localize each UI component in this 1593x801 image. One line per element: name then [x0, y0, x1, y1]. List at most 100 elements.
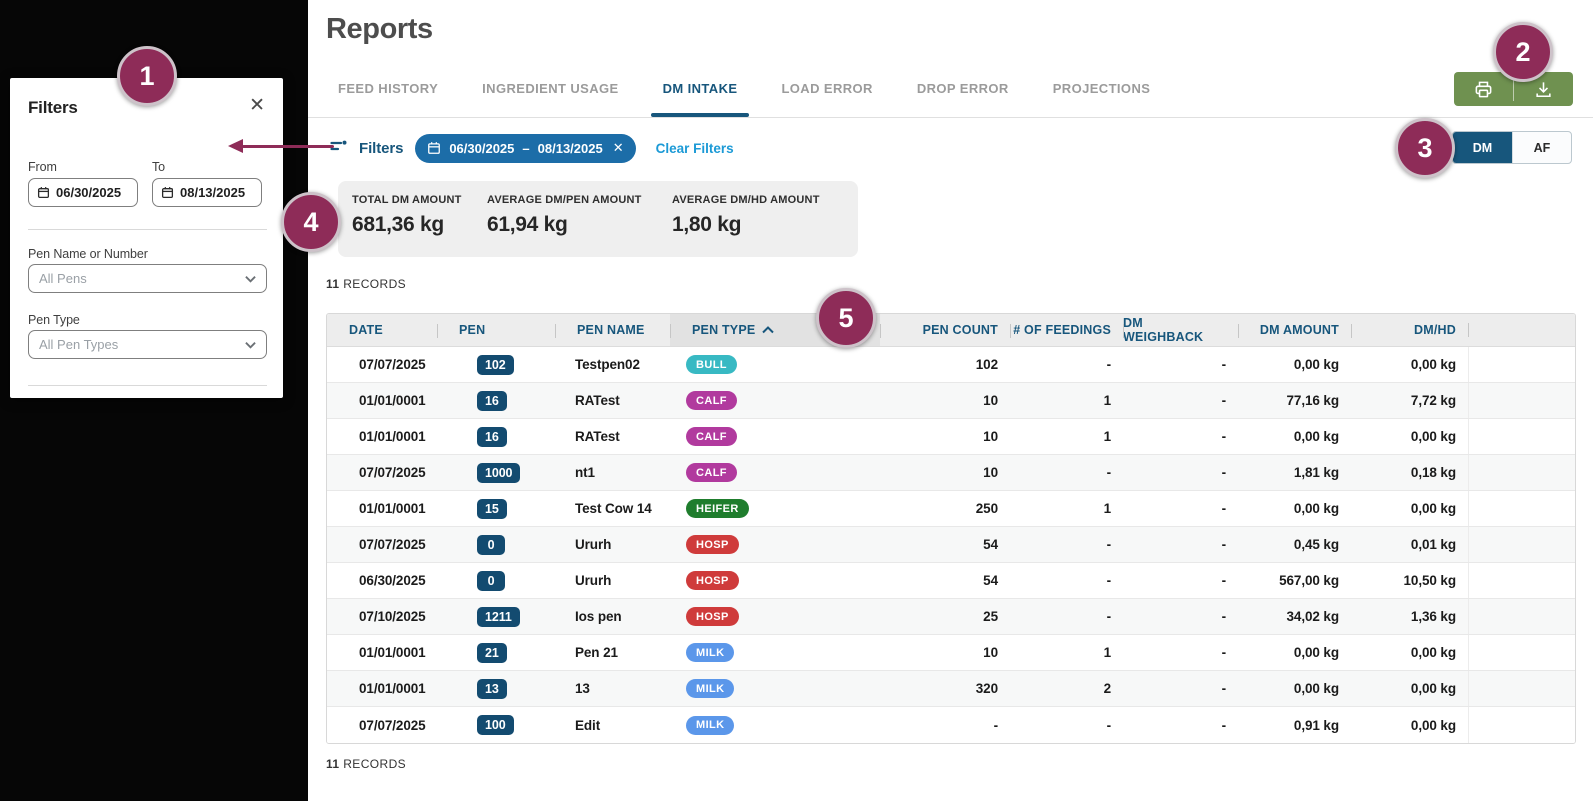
- report-tab[interactable]: FEED HISTORY: [338, 81, 438, 117]
- pen-badge: 102: [477, 354, 514, 375]
- cell-dm-weighback: -: [1221, 465, 1227, 480]
- pen-type-badge: MILK: [686, 679, 735, 698]
- pen-type-select[interactable]: All Pen Types: [28, 330, 267, 359]
- cell-date: 07/07/2025: [359, 717, 426, 733]
- cell-dm-weighback: -: [1221, 717, 1227, 733]
- cell-pen-count: 10: [983, 429, 998, 444]
- pen-badge: 0: [477, 570, 505, 591]
- report-tabs: FEED HISTORY INGREDIENT USAGE DM INTAKE LOA…: [338, 81, 1150, 117]
- pen-type-select-value: All Pen Types: [39, 337, 119, 352]
- cell-dm-hd: 0,00 kg: [1410, 429, 1456, 444]
- cell-pen-type: MILK: [670, 671, 880, 706]
- filters-label[interactable]: Filters: [359, 139, 404, 157]
- close-icon[interactable]: ✕: [249, 95, 265, 116]
- download-button[interactable]: [1514, 72, 1573, 106]
- toggle-option[interactable]: DM: [1453, 132, 1512, 163]
- pen-badge: 100: [477, 715, 514, 735]
- cell-pen-type: HOSP: [670, 563, 880, 598]
- annotation-badge-3: 3: [1395, 118, 1455, 178]
- column-header[interactable]: PEN NAME: [555, 314, 670, 346]
- stat-item: TOTAL DM AMOUNT 681,36 kg: [352, 194, 487, 257]
- cell-pen: 0: [437, 563, 555, 598]
- column-header-label: PEN COUNT: [922, 323, 998, 337]
- from-date-value: 06/30/2025: [56, 185, 122, 200]
- pen-type-badge: MILK: [686, 643, 735, 662]
- column-header[interactable]: PEN COUNT: [880, 314, 1010, 346]
- report-tab[interactable]: DM INTAKE: [650, 81, 750, 117]
- cell-pen-name: Ururh: [575, 573, 612, 588]
- column-header[interactable]: DATE: [327, 314, 437, 346]
- table-row[interactable]: 07/07/2025 1000 nt1 CALF 10 - - 1,81 kg …: [327, 455, 1575, 491]
- cell-pen-type: MILK: [670, 707, 880, 743]
- download-icon: [1536, 81, 1551, 97]
- column-header-label: PEN NAME: [577, 323, 645, 337]
- filter-icon[interactable]: [330, 139, 347, 158]
- column-header[interactable]: PEN: [437, 314, 555, 346]
- stat-value: 681,36 kg: [352, 213, 444, 236]
- cell-pen-count: 102: [975, 357, 998, 372]
- cell-feedings: -: [1106, 573, 1112, 588]
- column-header[interactable]: DM/HD: [1351, 314, 1468, 346]
- pen-badge: 15: [477, 498, 507, 519]
- pen-type-badge: HOSP: [686, 535, 739, 554]
- cell-dm-hd: 0,00 kg: [1410, 717, 1456, 733]
- pen-type-badge: HOSP: [686, 607, 739, 626]
- cell-date: 01/01/0001: [359, 645, 426, 660]
- cell-pen-type: CALF: [670, 383, 880, 418]
- report-tab[interactable]: INGREDIENT USAGE: [482, 81, 618, 117]
- cell-dm-weighback: -: [1221, 357, 1227, 372]
- page-title: Reports: [326, 13, 433, 45]
- cell-feedings: 1: [1103, 645, 1112, 660]
- clear-filters-link[interactable]: Clear Filters: [655, 140, 734, 156]
- column-header[interactable]: DM WEIGHBACK: [1123, 314, 1238, 346]
- cell-feedings: -: [1106, 357, 1112, 372]
- cell-pen: 21: [437, 635, 555, 670]
- date-range-chip[interactable]: 06/30/2025 – 08/13/2025 ✕: [415, 133, 636, 163]
- cell-pen-name: Edit: [575, 717, 601, 733]
- cell-pen-type: HOSP: [670, 527, 880, 562]
- chip-close-icon[interactable]: ✕: [612, 140, 624, 155]
- cell-dm-hd: 0,00 kg: [1410, 645, 1456, 660]
- stat-label: TOTAL DM AMOUNT: [352, 194, 462, 206]
- cell-pen-name: Pen 21: [575, 645, 618, 660]
- table-row[interactable]: 07/07/2025 0 Ururh HOSP 54 - - 0,45 kg 0…: [327, 527, 1575, 563]
- dm-af-toggle: DM AF: [1452, 131, 1572, 164]
- pen-type-badge: BULL: [686, 355, 737, 374]
- table-row[interactable]: 01/01/0001 16 RATest CALF 10 1 - 77,16 k…: [327, 383, 1575, 419]
- report-tab[interactable]: PROJECTIONS: [1053, 81, 1151, 117]
- pen-badge: 0: [477, 534, 505, 555]
- table-row[interactable]: 01/01/0001 16 RATest CALF 10 1 - 0,00 kg…: [327, 419, 1575, 455]
- cell-dm-hd: 0,00 kg: [1410, 681, 1456, 696]
- cell-pen-count: 25: [983, 609, 998, 624]
- calendar-icon: [428, 142, 441, 154]
- records-count: 11: [326, 277, 340, 291]
- report-tab[interactable]: DROP ERROR: [917, 81, 1009, 117]
- records-count: 11: [326, 757, 340, 771]
- cell-dm-hd: 0,00 kg: [1410, 357, 1456, 372]
- to-date-input[interactable]: 08/13/2025: [152, 178, 262, 207]
- tab-label: DM INTAKE: [662, 81, 738, 96]
- table-row[interactable]: 01/01/0001 15 Test Cow 14 HEIFER 250 1 -…: [327, 491, 1575, 527]
- cell-pen: 16: [437, 419, 555, 454]
- pen-badge: 16: [477, 390, 507, 411]
- calendar-icon: [37, 187, 50, 199]
- pen-name-select[interactable]: All Pens: [28, 264, 267, 293]
- to-date-value: 08/13/2025: [180, 185, 246, 200]
- column-header[interactable]: # OF FEEDINGS: [1010, 314, 1123, 346]
- table-row[interactable]: 07/07/2025 100 Edit MILK - - - 0,91 kg 0…: [327, 707, 1575, 743]
- table-row[interactable]: 07/07/2025 102 Testpen02 BULL 102 - - 0,…: [327, 347, 1575, 383]
- table-header: DATE PEN PEN NAME PEN TYPE PEN COUNT # O…: [327, 314, 1575, 347]
- table-row[interactable]: 01/01/0001 13 13 MILK 320 2 - 0,00 kg 0,…: [327, 671, 1575, 707]
- toggle-option[interactable]: AF: [1512, 132, 1571, 163]
- column-header[interactable]: DM AMOUNT: [1238, 314, 1351, 346]
- cell-dm-amount: 0,00 kg: [1293, 429, 1339, 444]
- column-header-label: DM WEIGHBACK: [1123, 316, 1204, 344]
- stat-item: AVERAGE DM/HD AMOUNT 1,80 kg: [672, 194, 820, 257]
- print-button[interactable]: [1454, 72, 1513, 106]
- table-row[interactable]: 06/30/2025 0 Ururh HOSP 54 - - 567,00 kg…: [327, 563, 1575, 599]
- from-date-input[interactable]: 06/30/2025: [28, 178, 138, 207]
- table-row[interactable]: 01/01/0001 21 Pen 21 MILK 10 1 - 0,00 kg…: [327, 635, 1575, 671]
- report-tab[interactable]: LOAD ERROR: [781, 81, 872, 117]
- cell-dm-weighback: -: [1221, 429, 1227, 444]
- table-row[interactable]: 07/10/2025 1211 Ios pen HOSP 25 - - 34,0…: [327, 599, 1575, 635]
